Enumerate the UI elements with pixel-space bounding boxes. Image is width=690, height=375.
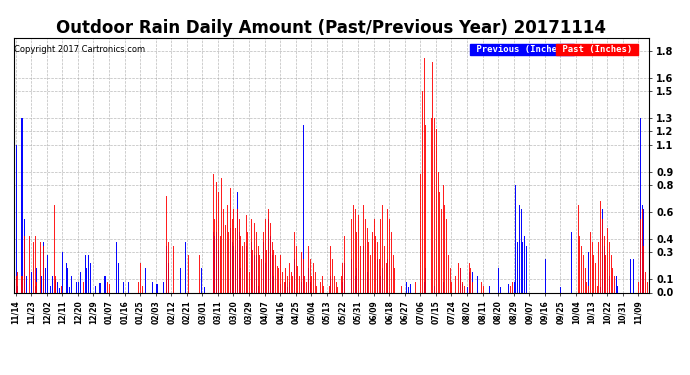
Text: Past (Inches): Past (Inches) (557, 45, 637, 54)
Text: Previous (Inches): Previous (Inches) (471, 45, 573, 54)
Text: Copyright 2017 Cartronics.com: Copyright 2017 Cartronics.com (14, 45, 146, 54)
Title: Outdoor Rain Daily Amount (Past/Previous Year) 20171114: Outdoor Rain Daily Amount (Past/Previous… (56, 20, 607, 38)
